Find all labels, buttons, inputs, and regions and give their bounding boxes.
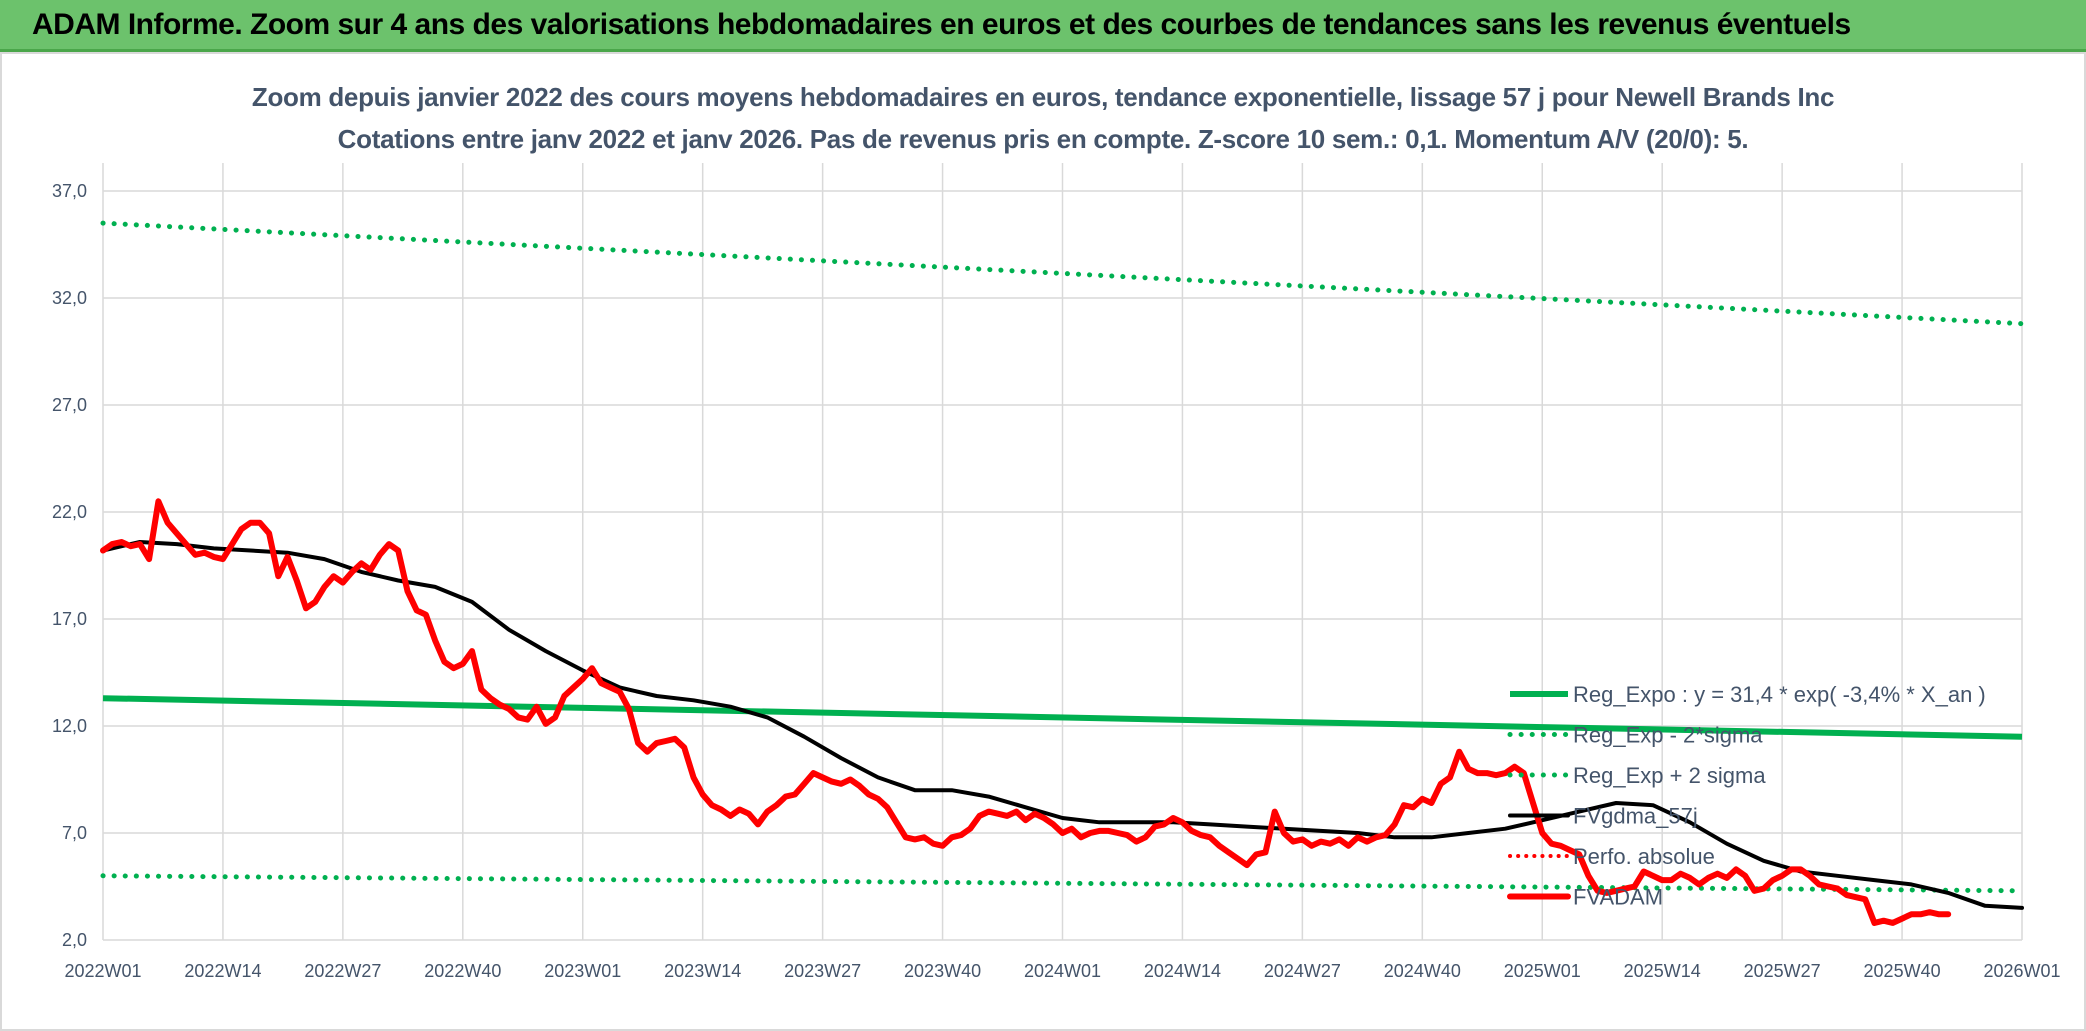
chart-frame bbox=[0, 52, 2086, 1031]
fvgdma-57j-line bbox=[101, 540, 2024, 910]
chart-title: Zoom depuis janvier 2022 des cours moyen… bbox=[251, 82, 1835, 112]
x-tick-label: 2022W14 bbox=[184, 961, 261, 981]
x-tick-label: 2024W27 bbox=[1264, 961, 1341, 981]
x-tick-label: 2024W40 bbox=[1384, 961, 1461, 981]
x-tick-label: 2023W40 bbox=[904, 961, 981, 981]
x-tick-label: 2025W14 bbox=[1624, 961, 1701, 981]
x-tick-label: 2023W14 bbox=[664, 961, 741, 981]
x-tick-label: 2022W27 bbox=[304, 961, 381, 981]
y-tick-label: 37,0 bbox=[52, 181, 87, 201]
y-tick-label: 7,0 bbox=[62, 823, 87, 843]
legend-reg-expo-label: Reg_Expo : y = 31,4 * exp( -3,4% * X_an … bbox=[1573, 682, 1986, 707]
legend-reg-plus-label: Reg_Exp + 2 sigma bbox=[1573, 763, 1766, 788]
fvadam-line bbox=[100, 498, 1952, 926]
x-tick-label: 2025W01 bbox=[1504, 961, 1581, 981]
legend-perfo-label: Perfo. absolue bbox=[1573, 844, 1715, 869]
x-tick-label: 2022W01 bbox=[64, 961, 141, 981]
x-tick-label: 2023W01 bbox=[544, 961, 621, 981]
chart-subtitle: Cotations entre janv 2022 et janv 2026. … bbox=[337, 124, 1749, 154]
reg-plus-2sigma-line bbox=[100, 220, 2025, 327]
y-tick-label: 17,0 bbox=[52, 609, 87, 629]
reg-minus-2sigma-line bbox=[100, 873, 2025, 894]
legend-reg-minus-label: Reg_Exp - 2*sigma bbox=[1573, 723, 1763, 748]
legend-fvgdma-label: FVgdma_57j bbox=[1573, 804, 1698, 829]
y-tick-label: 32,0 bbox=[52, 288, 87, 308]
y-tick-label: 22,0 bbox=[52, 502, 87, 522]
report-title: ADAM Informe. Zoom sur 4 ans des valoris… bbox=[32, 8, 1851, 41]
x-tick-label: 2022W40 bbox=[424, 961, 501, 981]
x-tick-label: 2025W27 bbox=[1744, 961, 1821, 981]
x-tick-label: 2024W01 bbox=[1024, 961, 1101, 981]
legend-fvadam-label: FVADAM bbox=[1573, 885, 1663, 910]
y-tick-label: 12,0 bbox=[52, 716, 87, 736]
report-banner: ADAM Informe. Zoom sur 4 ans des valoris… bbox=[0, 0, 2086, 52]
y-tick-label: 27,0 bbox=[52, 395, 87, 415]
x-tick-label: 2024W14 bbox=[1144, 961, 1221, 981]
y-tick-label: 2,0 bbox=[62, 930, 87, 950]
x-tick-label: 2026W01 bbox=[1983, 961, 2060, 981]
reg-expo-line bbox=[102, 695, 2023, 740]
x-tick-label: 2023W27 bbox=[784, 961, 861, 981]
x-tick-label: 2025W40 bbox=[1864, 961, 1941, 981]
